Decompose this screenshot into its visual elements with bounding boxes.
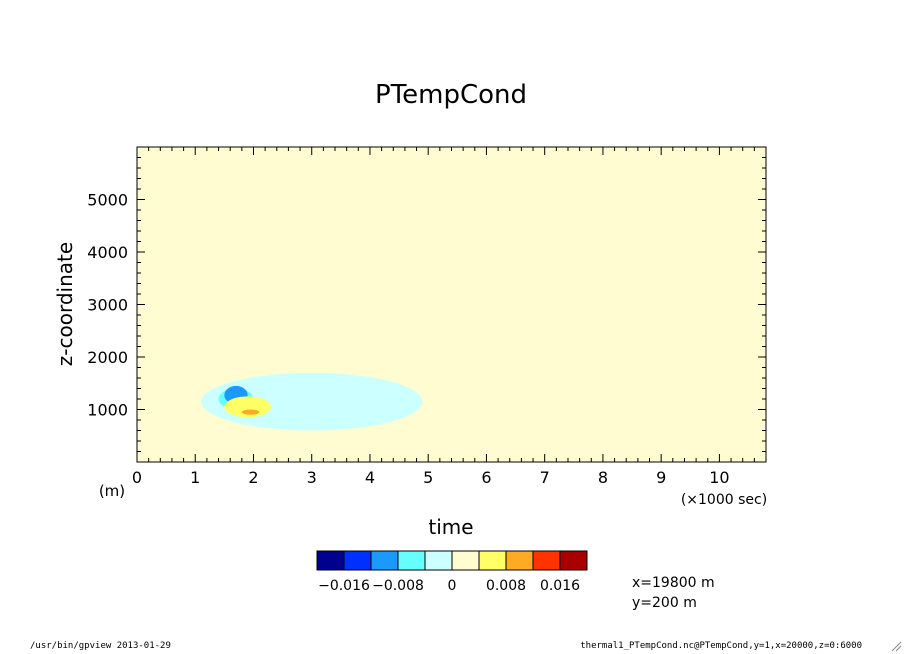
contour-regions — [201, 372, 423, 431]
colorbar-tick-label: 0.016 — [540, 578, 580, 594]
chart-title: PTempCond — [375, 80, 527, 110]
colorbar-tick-label: −0.016 — [318, 578, 370, 594]
colorbar-swatch — [559, 550, 588, 571]
x-tick-label: 10 — [709, 468, 729, 487]
y-tick-label: 2000 — [87, 348, 128, 367]
contour-region-orange — [241, 409, 260, 415]
x-tick-label: 5 — [423, 468, 433, 487]
colorbar-swatch — [370, 550, 399, 571]
colorbar-swatch — [397, 550, 426, 571]
footer-command: /usr/bin/gpview 2013-01-29 — [30, 641, 171, 651]
colorbar-tick-label: 0.008 — [486, 578, 526, 594]
colorbar — [316, 550, 588, 571]
colorbar-tick-label: −0.008 — [372, 578, 424, 594]
y-axis-ticks: 1000 2000 3000 4000 5000 — [87, 146, 766, 463]
x-tick-label: 3 — [307, 468, 317, 487]
colorbar-swatch — [424, 550, 453, 571]
x-tick-label: 6 — [481, 468, 491, 487]
colorbar-swatch — [532, 550, 561, 571]
x-axis-title: time — [428, 515, 473, 539]
y-unit-label: (m) — [99, 482, 125, 500]
y-tick-label: 4000 — [87, 243, 128, 262]
y-slice-info: y=200 m — [632, 595, 697, 611]
x-tick-label: 0 — [132, 468, 142, 487]
footer-source: thermal1_PTempCond.nc@PTempCond,y=1,x=20… — [580, 641, 862, 651]
y-axis-title: z-coordinate — [53, 242, 77, 366]
x-slice-info: x=19800 m — [632, 575, 715, 591]
y-tick-label: 1000 — [87, 401, 128, 420]
x-tick-label: 4 — [365, 468, 375, 487]
y-tick-label: 3000 — [87, 296, 128, 315]
x-tick-label: 7 — [540, 468, 550, 487]
colorbar-swatch — [451, 550, 480, 571]
x-tick-label: 9 — [656, 468, 666, 487]
x-axis-ticks: 0 1 2 3 4 5 6 7 8 9 10 — [132, 147, 767, 487]
x-tick-label: 2 — [248, 468, 258, 487]
x-tick-label: 8 — [598, 468, 608, 487]
colorbar-swatch — [505, 550, 534, 571]
colorbar-swatch — [478, 550, 507, 571]
x-unit-label: (×1000 sec) — [681, 492, 767, 508]
colorbar-swatch — [343, 550, 372, 571]
colorbar-swatch — [316, 550, 345, 571]
colorbar-tick-label: 0 — [448, 578, 457, 594]
x-tick-label: 1 — [190, 468, 200, 487]
colorbar-labels: −0.016 −0.008 0 0.008 0.016 — [318, 578, 580, 594]
y-tick-label: 5000 — [87, 191, 128, 210]
resize-grip-icon[interactable] — [890, 640, 902, 652]
